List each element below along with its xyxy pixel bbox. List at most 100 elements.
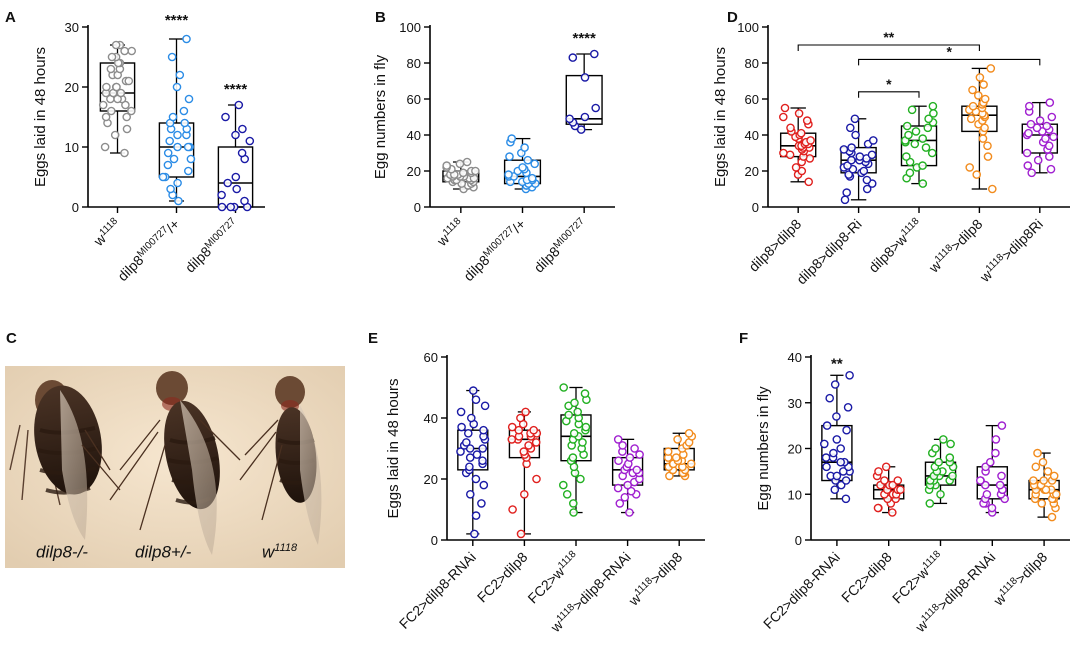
x-tick-label-suffix: >dilp8-RNAi [934,549,998,613]
x-tick-label-suffix: >dilp8-RNAi [569,549,633,613]
data-point [519,447,529,456]
data-point [516,529,526,539]
data-point [845,370,854,380]
x-tick-label: dilp8MI00727/+ [460,215,529,284]
series-group [872,462,905,517]
data-point [518,163,527,172]
data-point [221,112,230,122]
fly-image-dilp8-heterozygous [109,371,241,555]
data-point [806,136,815,145]
data-point [580,73,590,82]
data-point [442,161,452,170]
panel-letter-a: A [5,9,16,26]
y-tick-label: 0 [414,200,421,215]
data-point [167,52,177,62]
data-point [1025,101,1034,111]
data-point [240,196,249,206]
data-point [839,145,849,154]
data-point [918,161,927,170]
data-point [862,184,872,194]
data-point [173,142,182,152]
data-point [986,64,996,73]
data-point [173,130,182,140]
data-point [802,116,812,125]
y-tick-label: 0 [752,200,759,215]
x-tick-label: w1118>dilp8 [989,548,1050,609]
data-point [1042,121,1052,131]
data-point [456,407,466,417]
y-tick-label: 30 [65,20,79,35]
data-point [786,123,795,133]
y-tick-label: 20 [424,472,438,487]
data-point [514,425,524,435]
x-tick-label-base: dilp8>dilp8 [745,216,804,275]
data-point [847,143,856,152]
y-tick-label: 80 [745,56,759,71]
data-point [1045,98,1055,107]
significance-label: * [946,43,952,59]
data-point [98,100,108,110]
data-point [830,380,840,389]
data-point [976,476,985,485]
data-point [1035,116,1045,125]
data-point [881,462,891,472]
data-point [934,457,944,467]
x-tick-label: w1118 [89,215,124,250]
data-point [465,489,475,499]
fly-label-1: dilp8-/- [36,542,88,562]
x-tick-label: dilp8MI00727 [530,215,590,275]
data-point [122,112,131,122]
data-point [100,142,110,152]
y-axis-label: Egg numbers in fly [372,54,389,179]
y-tick-label: 40 [407,128,421,143]
data-point [1052,489,1061,499]
data-point [902,121,912,131]
data-point [832,412,841,421]
data-point [905,168,915,178]
data-point [832,471,842,481]
data-point [175,70,185,80]
fly-image-dilp8-homozygous [9,380,121,540]
series-group [456,386,490,539]
data-point [1033,155,1043,165]
significance-bracket [858,91,920,98]
x-tick-label-superscript: 1118 [899,215,922,238]
data-point [231,172,241,182]
data-point [983,141,992,151]
data-point [581,422,591,432]
data-point [472,450,482,459]
data-point [562,489,572,499]
data-point [471,474,481,484]
y-tick-label: 20 [65,80,79,95]
data-point [995,480,1005,490]
data-point [182,34,191,44]
data-point [173,178,182,188]
y-tick-label: 60 [407,92,421,107]
data-point [991,448,1000,458]
data-point [923,123,933,133]
data-point [127,106,136,116]
data-point [1045,152,1054,161]
significance-bracket [797,44,980,51]
x-tick-label-superscript: MI00727 [481,224,517,260]
data-point [455,159,465,169]
data-point [564,410,574,420]
data-point [1038,457,1048,467]
data-point [779,148,788,158]
y-axis-label: Eggs laid in 48 hours [32,47,49,187]
data-point [1047,512,1057,522]
significance-label: ** [883,29,894,45]
data-point [997,421,1007,430]
data-point [918,179,928,188]
data-point [986,457,995,467]
series-group [839,114,878,205]
data-point [779,112,788,122]
data-point [174,196,183,206]
chart-panel-d: D Eggs laid in 48 hours 0 20 40 60 80 100 dilp8>… [712,9,1070,287]
data-point [874,467,883,476]
data-point [527,173,537,183]
data-point [165,136,174,146]
data-point [626,486,636,496]
x-tick-label: dilp8>w1118 [865,215,926,276]
data-point [980,94,990,104]
